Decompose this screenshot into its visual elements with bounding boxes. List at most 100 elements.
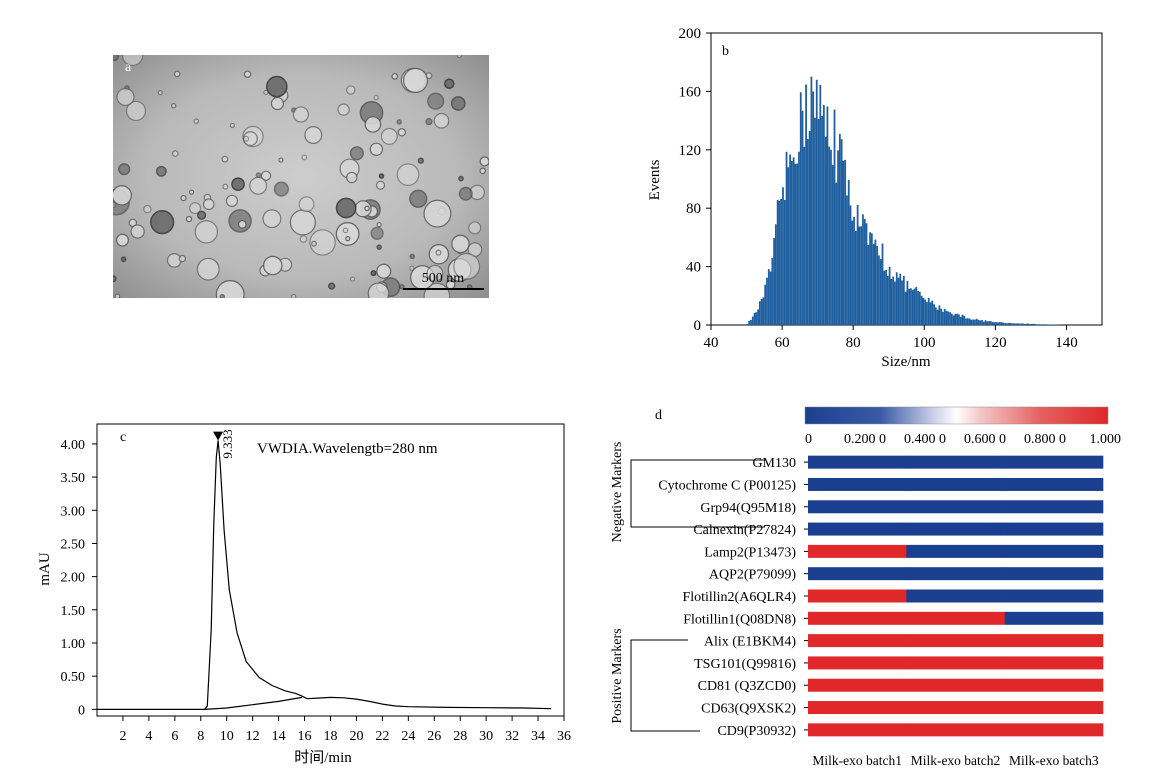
vesicle [380,127,398,145]
vesicle [219,293,226,298]
colorbar-tick-label: 0 [805,432,812,447]
histogram-bar [911,289,914,325]
x-tick-label: 100 [913,335,936,351]
histogram-bar [979,320,982,325]
vesicle [335,197,357,219]
vesicle [425,118,433,126]
row-label: Calnexin(P27824) [693,523,796,538]
histogram-bar [805,84,807,325]
histogram-bar [1030,323,1033,325]
vesicle [367,282,390,298]
histogram-bar [924,299,927,325]
histogram-bar [751,316,754,325]
vesicle [243,70,252,78]
histogram-bar [995,322,998,325]
histogram-bar [936,309,939,325]
histogram-bar [977,319,980,325]
x-tick-label: 30 [479,729,493,744]
chromatogram-trace [97,440,552,710]
row-label: CD9(P30932) [717,724,796,739]
vesicle [157,90,163,96]
histogram-bar [842,160,845,325]
vesicle [458,175,464,182]
histogram-bar [826,106,829,326]
histogram-bar [920,295,923,325]
histogram-bar [776,199,779,325]
y-tick-label: 4.00 [61,438,86,453]
histogram-bar [1016,323,1019,325]
histogram-bar [862,214,864,325]
colorbar-tick-label: 0.600 0 [964,432,1006,447]
histogram-bar [773,238,775,325]
chromatogram-x-ticks: 2 4 6 8 10 12 14 16 18 20 22 24 26 28 30 32 34 36 [119,716,571,744]
heatmap-row: CD81 (Q3ZCD0) [698,678,1104,694]
chromatogram-lines [97,440,552,710]
histogram-bar [943,308,946,325]
panel-label-b: b [722,44,729,59]
heatmap-cell [1004,567,1104,581]
vesicle [375,180,386,190]
histogram-bar [803,146,806,325]
heatmap-cell [1004,589,1104,603]
y-tick-label: 80 [686,201,701,217]
heatmap-cell [808,567,907,581]
histogram-bar [982,321,985,325]
vesicle [458,186,473,201]
heatmap-cell [808,500,907,514]
histogram-bar [917,290,919,325]
histogram-bar [769,271,772,325]
histogram-bar [822,105,825,325]
vesicle [479,167,486,175]
histogram-bar [806,139,809,325]
tem-vesicles [113,55,489,298]
row-label: Cytochrome C (P00125) [658,478,796,493]
heatmap-cell [1004,723,1104,737]
histogram-bar [757,309,759,325]
histogram-bar [876,246,879,325]
histogram-bar [858,226,861,325]
y-tick-label: 3.50 [61,471,86,486]
heatmap-cell [808,723,907,737]
x-tick-label: 12 [246,729,260,744]
histogram-bar [799,92,802,325]
vesicle [113,55,120,61]
colorbar-tick-label: 0.400 0 [904,432,946,447]
x-tick-label: 20 [349,729,363,744]
histogram-bar [981,319,983,325]
vesicle [125,100,147,122]
wavelength-annotation: VWDIA.Wavelengtb=280 nm [257,441,438,457]
histogram-bar [755,312,758,325]
histogram-bar [869,232,871,325]
heatmap-cell [906,589,1005,603]
histogram-bar [874,239,877,325]
histogram-bar [1022,323,1024,325]
histogram-bar [881,243,884,325]
vesicle [423,282,451,298]
histogram-bar [1018,323,1021,325]
histogram-bar [888,266,891,325]
colorbar [804,406,1109,425]
histogram-bar [1041,324,1044,325]
heatmap-row: Grp94(Q95M18) [700,500,1104,516]
heatmap-cell [1004,455,1104,469]
vesicle [155,165,167,177]
vesicle [349,146,364,161]
histogram-bar [1006,323,1008,325]
histogram-bar [997,322,999,325]
heatmap-cell [906,500,1005,514]
heatmap-cell [906,611,1005,625]
column-label: Milk-exo batch3 [1009,753,1099,768]
histogram-bars [746,76,1067,326]
vesicle [118,163,131,176]
x-tick-label: 80 [846,335,861,351]
vesicle [337,103,350,116]
histogram-bar [1011,323,1014,325]
negative-bracket [630,459,765,528]
vesicle [143,204,152,214]
histogram-bar [1009,323,1012,325]
vesicle [121,55,144,67]
vesicle [304,126,323,145]
histogram-bar [885,269,887,325]
vesicle [215,280,245,298]
vesicle [194,220,219,244]
